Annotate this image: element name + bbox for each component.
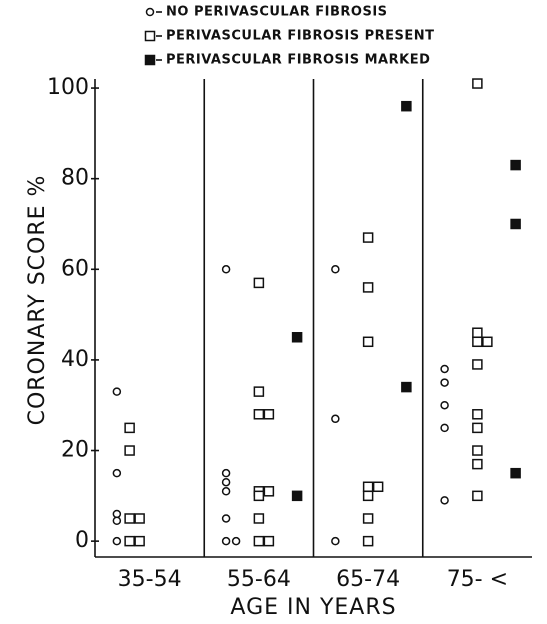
data-point bbox=[263, 409, 275, 420]
data-point bbox=[231, 536, 241, 546]
data-point bbox=[331, 536, 340, 546]
data-point bbox=[401, 381, 412, 393]
data-point bbox=[472, 78, 483, 89]
data-point bbox=[401, 100, 412, 112]
data-point bbox=[112, 468, 122, 478]
data-point bbox=[362, 490, 374, 502]
data-point bbox=[253, 513, 265, 524]
data-point bbox=[331, 265, 340, 274]
data-point bbox=[263, 486, 275, 497]
data-point bbox=[134, 513, 145, 524]
data-point bbox=[472, 422, 483, 434]
data-point bbox=[291, 332, 303, 343]
data-point bbox=[134, 535, 145, 547]
y-tick-label: 100 bbox=[47, 75, 89, 100]
data-point bbox=[221, 477, 231, 487]
y-tick-label: 80 bbox=[61, 166, 89, 191]
data-point bbox=[482, 336, 493, 348]
data-point bbox=[221, 468, 231, 478]
data-point bbox=[253, 535, 265, 547]
x-axis-label: AGE IN YEARS bbox=[230, 595, 396, 620]
data-point bbox=[510, 159, 521, 171]
data-point bbox=[263, 535, 275, 547]
x-tick-label: 55-64 bbox=[227, 567, 291, 592]
y-axis-label: CORONARY SCORE % bbox=[25, 175, 50, 426]
y-tick-label: 40 bbox=[61, 347, 89, 372]
x-tick-label: 75- < bbox=[447, 567, 508, 592]
data-point bbox=[472, 445, 483, 456]
x-tick-label: 35-54 bbox=[118, 567, 182, 592]
data-point bbox=[112, 509, 122, 519]
data-point bbox=[291, 490, 303, 502]
data-point bbox=[221, 536, 231, 546]
data-point bbox=[440, 400, 449, 410]
data-point bbox=[440, 378, 449, 387]
data-point bbox=[253, 490, 265, 502]
data-point bbox=[124, 445, 135, 456]
data-point bbox=[253, 409, 265, 420]
data-point bbox=[362, 535, 374, 547]
data-point bbox=[472, 336, 483, 348]
x-tick-label: 65-74 bbox=[336, 567, 400, 592]
legend-label: NO PERIVASCULAR FIBROSIS bbox=[166, 5, 388, 20]
data-point bbox=[112, 387, 122, 396]
data-point bbox=[253, 277, 265, 289]
data-point bbox=[510, 218, 521, 230]
data-point bbox=[510, 467, 521, 479]
data-point bbox=[124, 422, 135, 434]
y-tick-label: 0 bbox=[75, 528, 89, 553]
data-point bbox=[472, 458, 483, 470]
y-tick-label: 60 bbox=[61, 256, 89, 281]
y-tick-label: 20 bbox=[61, 438, 89, 463]
data-point bbox=[124, 535, 135, 547]
data-point bbox=[112, 536, 122, 546]
data-point bbox=[112, 516, 122, 526]
legend-label: PERIVASCULAR FIBROSIS PRESENT bbox=[166, 29, 435, 44]
data-point bbox=[221, 487, 231, 496]
legend-marker bbox=[144, 54, 156, 66]
data-point bbox=[362, 282, 374, 293]
data-point bbox=[362, 336, 374, 348]
data-point bbox=[440, 364, 449, 374]
data-point bbox=[221, 514, 231, 523]
legend-marker bbox=[144, 30, 156, 42]
data-point bbox=[253, 386, 265, 397]
data-point bbox=[362, 481, 374, 493]
data-point bbox=[124, 513, 135, 524]
data-point bbox=[221, 265, 231, 274]
data-point bbox=[440, 496, 449, 505]
data-point bbox=[372, 481, 384, 493]
data-point bbox=[472, 327, 483, 338]
data-point bbox=[362, 232, 374, 243]
data-point bbox=[331, 414, 340, 424]
data-point bbox=[472, 359, 483, 370]
legend-marker bbox=[145, 7, 155, 17]
data-point bbox=[362, 513, 374, 524]
data-point bbox=[472, 409, 483, 420]
legend-label: PERIVASCULAR FIBROSIS MARKED bbox=[166, 53, 430, 68]
data-point bbox=[472, 490, 483, 502]
data-point bbox=[440, 423, 449, 433]
